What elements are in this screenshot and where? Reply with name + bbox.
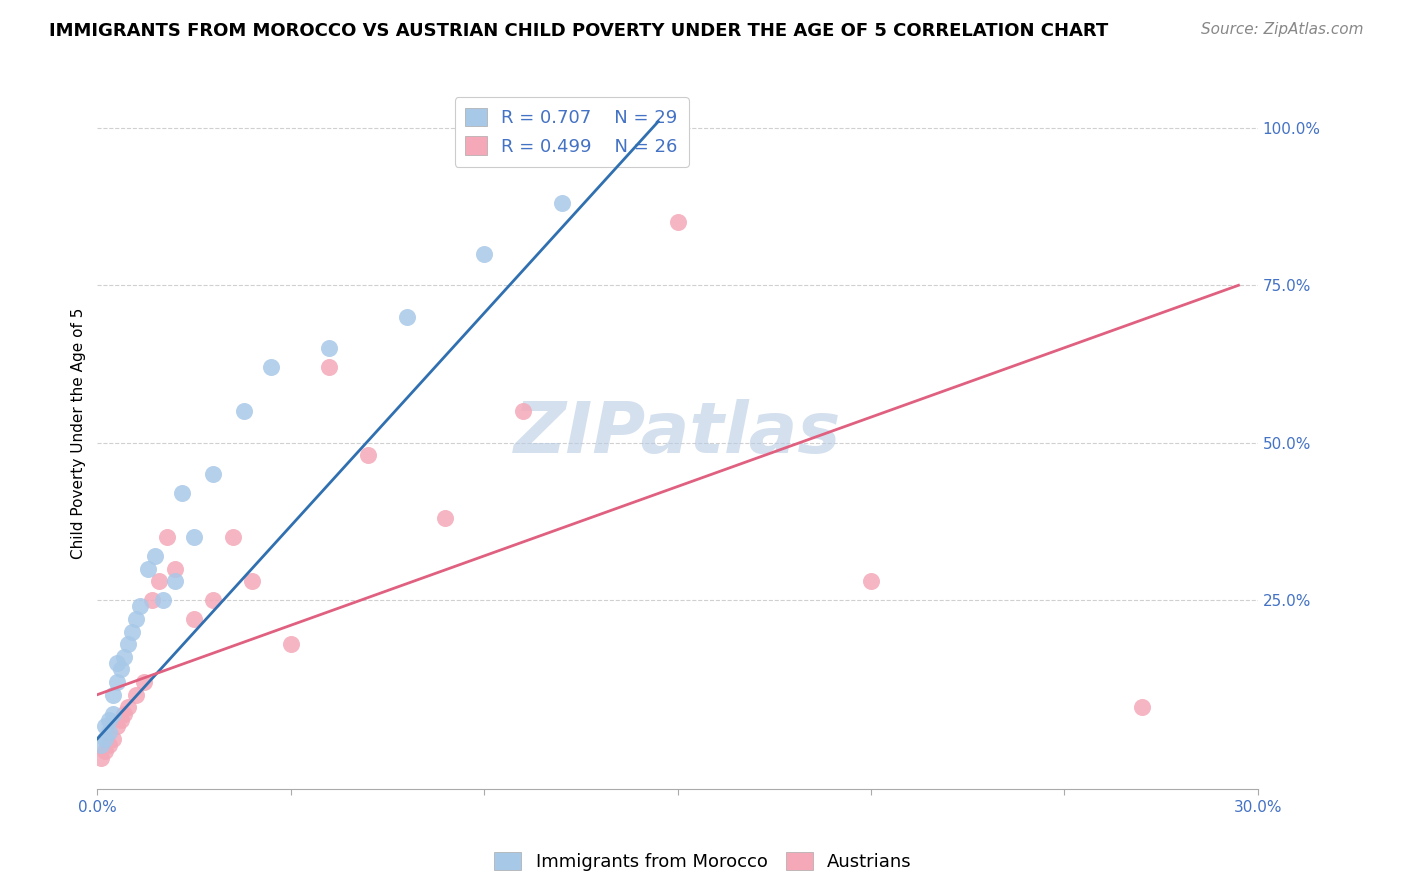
- Point: [666, 215, 689, 229]
- Point: [105, 675, 128, 690]
- Point: [240, 574, 263, 589]
- Point: [318, 341, 340, 355]
- Point: [145, 549, 167, 563]
- Point: [94, 744, 117, 758]
- Point: [141, 593, 163, 607]
- Legend: Immigrants from Morocco, Austrians: Immigrants from Morocco, Austrians: [486, 845, 920, 879]
- Point: [112, 706, 135, 721]
- Point: [101, 706, 124, 721]
- Point: [125, 612, 148, 626]
- Legend: R = 0.707    N = 29, R = 0.499    N = 26: R = 0.707 N = 29, R = 0.499 N = 26: [454, 97, 689, 167]
- Point: [318, 360, 340, 375]
- Point: [110, 663, 132, 677]
- Point: [156, 530, 179, 544]
- Point: [152, 593, 174, 607]
- Point: [183, 530, 205, 544]
- Point: [94, 731, 117, 746]
- Point: [97, 738, 120, 752]
- Point: [357, 448, 380, 462]
- Point: [260, 360, 283, 375]
- Text: ZIPatlas: ZIPatlas: [515, 399, 841, 467]
- Point: [550, 196, 572, 211]
- Y-axis label: Child Poverty Under the Age of 5: Child Poverty Under the Age of 5: [72, 308, 86, 559]
- Point: [90, 738, 112, 752]
- Point: [627, 120, 650, 135]
- Point: [202, 467, 225, 482]
- Text: IMMIGRANTS FROM MOROCCO VS AUSTRIAN CHILD POVERTY UNDER THE AGE OF 5 CORRELATION: IMMIGRANTS FROM MOROCCO VS AUSTRIAN CHIL…: [49, 22, 1108, 40]
- Point: [512, 404, 534, 418]
- Point: [129, 599, 152, 614]
- Point: [136, 562, 159, 576]
- Point: [280, 637, 302, 651]
- Point: [105, 656, 128, 670]
- Point: [1130, 700, 1153, 714]
- Point: [132, 675, 155, 690]
- Point: [121, 624, 143, 639]
- Point: [434, 511, 457, 525]
- Point: [183, 612, 205, 626]
- Point: [94, 719, 117, 733]
- Point: [859, 574, 882, 589]
- Point: [117, 637, 139, 651]
- Point: [112, 649, 135, 664]
- Point: [202, 593, 225, 607]
- Point: [90, 750, 112, 764]
- Point: [117, 700, 139, 714]
- Point: [125, 688, 148, 702]
- Point: [172, 486, 194, 500]
- Point: [105, 719, 128, 733]
- Point: [163, 574, 186, 589]
- Point: [97, 713, 120, 727]
- Point: [148, 574, 170, 589]
- Point: [163, 562, 186, 576]
- Point: [101, 731, 124, 746]
- Point: [222, 530, 245, 544]
- Point: [472, 247, 495, 261]
- Point: [101, 688, 124, 702]
- Point: [395, 310, 418, 324]
- Point: [97, 725, 120, 739]
- Point: [233, 404, 256, 418]
- Point: [110, 713, 132, 727]
- Text: Source: ZipAtlas.com: Source: ZipAtlas.com: [1201, 22, 1364, 37]
